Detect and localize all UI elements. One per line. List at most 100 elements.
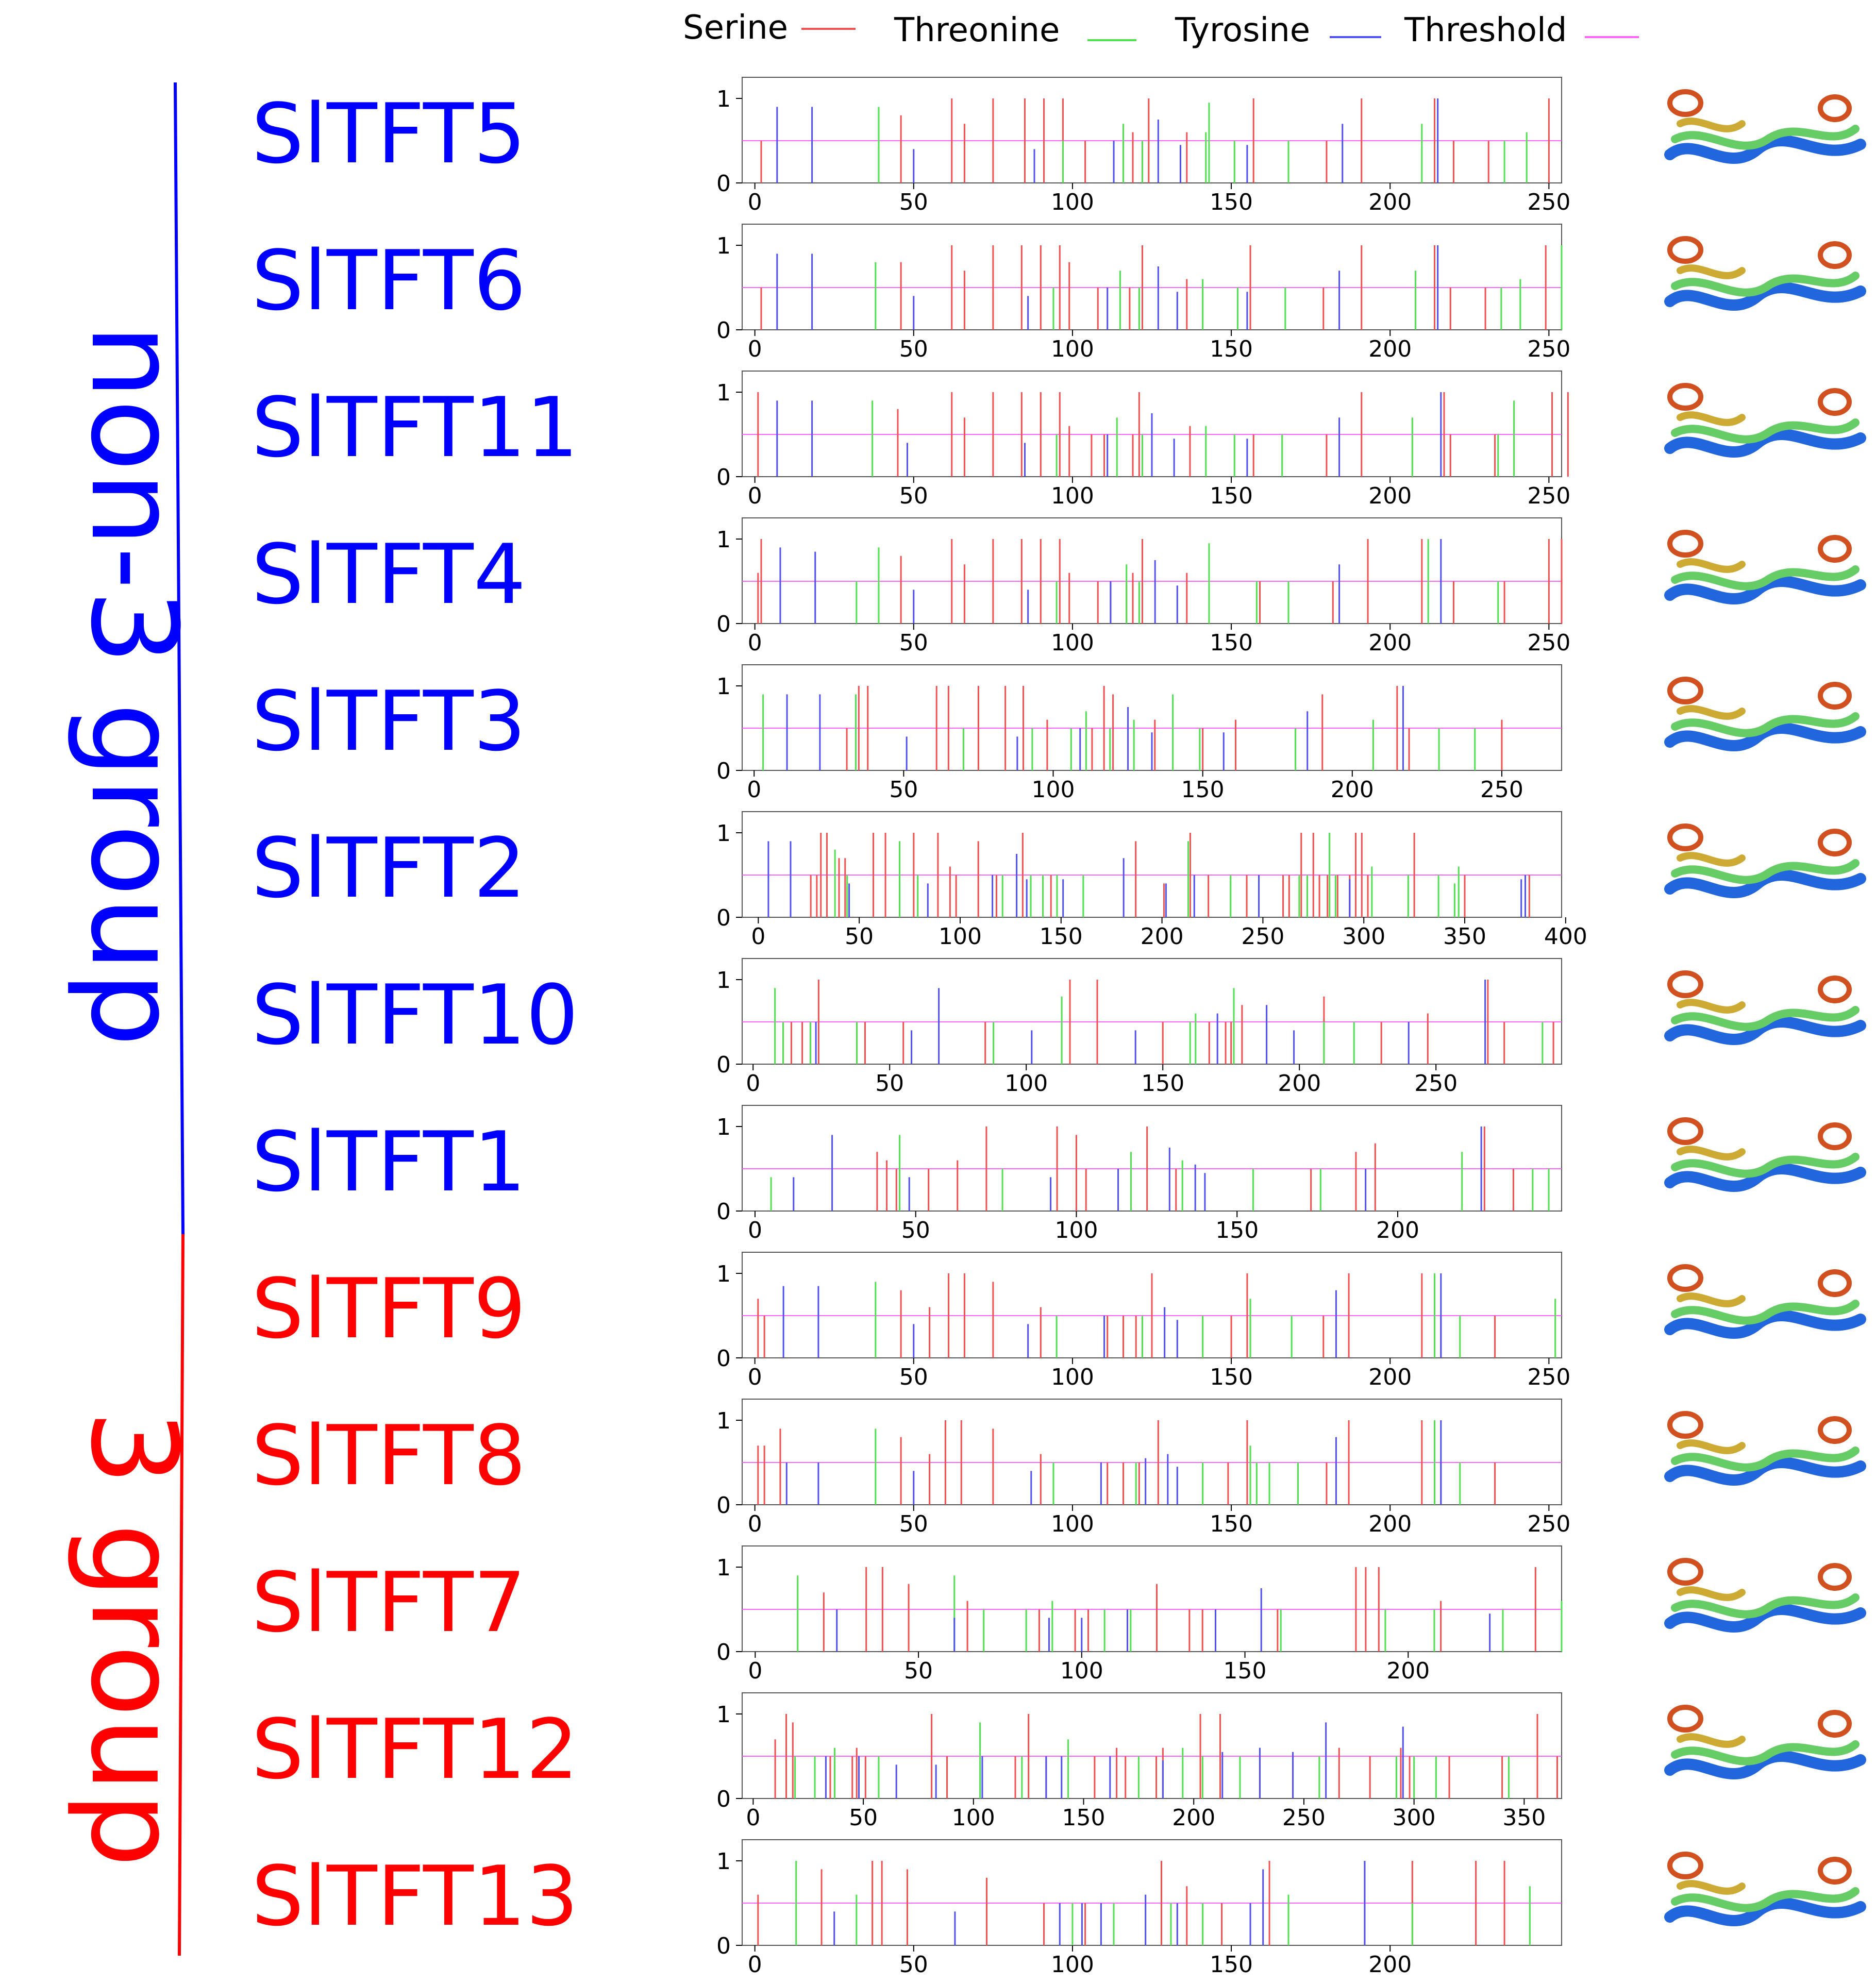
- 3-group-bracket-line: [178, 1234, 185, 1956]
- x-tick-label: 100: [1051, 630, 1094, 656]
- x-tick-label: 0: [751, 923, 765, 950]
- x-tick-label: 50: [899, 336, 928, 362]
- helix-coil: [1818, 829, 1852, 856]
- y-tick-label: 0: [716, 1199, 731, 1225]
- x-tick-label: 150: [1215, 1217, 1259, 1243]
- plot-frame: [742, 811, 1562, 918]
- protein-structure-icon: [1664, 1411, 1866, 1486]
- helix-ribbon: [1664, 1310, 1866, 1339]
- helix-ribbon: [1671, 1153, 1860, 1178]
- legend: Serine Threonine Tyrosine Threshold: [683, 9, 1639, 49]
- helix-ribbon: [1677, 999, 1746, 1014]
- x-tick-label: 150: [1210, 336, 1253, 362]
- helix-coil: [1667, 1117, 1703, 1145]
- x-tick-label: 250: [1527, 336, 1570, 362]
- protein-structure-icon: [1664, 1264, 1866, 1339]
- x-tick-label: 50: [904, 1658, 933, 1684]
- protein-structure-icon: [1664, 1558, 1866, 1633]
- helix-ribbon: [1664, 1457, 1866, 1486]
- x-tick-label: 400: [1544, 923, 1587, 950]
- y-tick-label: 1: [716, 233, 731, 259]
- helix-coil: [1667, 1411, 1703, 1439]
- protein-label: SlTFT1: [252, 1114, 526, 1210]
- x-tick-label: 150: [1210, 483, 1253, 509]
- x-tick-label: 50: [901, 1217, 930, 1243]
- helix-coil: [1818, 1710, 1852, 1738]
- x-tick-label: 150: [1141, 1070, 1184, 1097]
- helix-coil: [1818, 388, 1852, 416]
- helix-ribbon: [1671, 565, 1860, 591]
- x-tick-label: 250: [1527, 1364, 1570, 1390]
- plot-frame: [742, 224, 1562, 330]
- 3-group-label: 3 group: [64, 1410, 202, 1867]
- x-tick-label: 350: [1502, 1805, 1546, 1831]
- helix-coil: [1667, 1852, 1703, 1879]
- protein-structure-icon: [1664, 1852, 1866, 1927]
- x-tick-label: 200: [1368, 1364, 1412, 1390]
- plot-frame: [742, 1545, 1562, 1652]
- helix-coil: [1667, 1705, 1703, 1733]
- helix-coil: [1818, 535, 1852, 563]
- x-tick-label: 0: [748, 336, 762, 362]
- x-tick-label: 200: [1386, 1658, 1430, 1684]
- x-tick-label: 100: [939, 923, 982, 950]
- x-tick-label: 0: [746, 1805, 760, 1831]
- y-tick-label: 1: [716, 1408, 731, 1434]
- x-tick-label: 100: [1054, 1217, 1098, 1243]
- panel-SlTFT7: SlTFT7 0 1 0 50 100 150 200: [252, 1545, 1866, 1684]
- x-tick-label: 150: [1181, 777, 1225, 803]
- x-tick-label: 100: [1051, 1364, 1094, 1390]
- protein-structure-icon: [1664, 530, 1866, 605]
- x-tick-label: 0: [748, 1511, 762, 1537]
- x-tick-label: 100: [1051, 483, 1094, 509]
- protein-label: SlTFT3: [252, 673, 526, 769]
- x-tick-label: 100: [1004, 1070, 1048, 1097]
- y-tick-label: 1: [716, 527, 731, 553]
- helix-ribbon: [1677, 852, 1746, 867]
- legend-threshold-label: Threshold: [1404, 11, 1567, 49]
- y-tick-label: 0: [716, 611, 731, 637]
- non-3-group-label: non-3 group: [64, 324, 202, 1047]
- protein-label: SlTFT11: [252, 379, 578, 476]
- helix-ribbon: [1671, 1887, 1860, 1912]
- panel-SlTFT12: SlTFT12 0 1 0 50 100 150 200 250 300 350: [252, 1692, 1866, 1831]
- panel-SlTFT4: SlTFT4 0 1 0 50 100 150 200 250: [252, 517, 1866, 656]
- helix-coil: [1818, 976, 1852, 1003]
- x-tick-label: 150: [1062, 1805, 1105, 1831]
- helix-ribbon: [1671, 712, 1860, 737]
- protein-label: SlTFT6: [252, 232, 526, 329]
- protein-structure-icon: [1664, 677, 1866, 752]
- helix-ribbon: [1664, 1897, 1866, 1927]
- protein-structure-icon: [1664, 89, 1866, 164]
- plot-frame: [742, 517, 1562, 624]
- x-tick-label: 50: [875, 1070, 904, 1097]
- helix-ribbon: [1677, 1880, 1746, 1895]
- helix-ribbon: [1671, 1006, 1860, 1031]
- x-tick-label: 200: [1368, 483, 1412, 509]
- x-tick-label: 250: [1282, 1805, 1326, 1831]
- x-tick-label: 50: [899, 630, 928, 656]
- y-tick-label: 0: [716, 758, 731, 784]
- helix-coil: [1667, 677, 1703, 704]
- helix-ribbon: [1664, 282, 1866, 311]
- helix-ribbon: [1671, 1447, 1860, 1472]
- helix-ribbon: [1677, 1586, 1746, 1601]
- panel-SlTFT1: SlTFT1 0 1 0 50 100 150 200: [252, 1105, 1866, 1243]
- protein-label: SlTFT9: [252, 1260, 526, 1357]
- helix-ribbon: [1664, 869, 1866, 899]
- y-tick-label: 0: [716, 1933, 731, 1959]
- y-tick-label: 0: [716, 1052, 731, 1078]
- x-tick-label: 250: [1241, 923, 1284, 950]
- helix-ribbon: [1664, 135, 1866, 164]
- x-tick-label: 250: [1527, 189, 1570, 215]
- panel-SlTFT6: SlTFT6 0 1 0 50 100 150 200 250: [252, 224, 1866, 362]
- helix-coil: [1667, 383, 1703, 411]
- helix-ribbon: [1677, 117, 1746, 132]
- helix-ribbon: [1677, 264, 1746, 279]
- x-tick-label: 150: [1210, 1364, 1253, 1390]
- y-tick-label: 0: [716, 1492, 731, 1519]
- x-tick-label: 50: [845, 923, 874, 950]
- x-tick-label: 0: [748, 630, 762, 656]
- legend-tyrosine-label: Tyrosine: [1175, 11, 1310, 49]
